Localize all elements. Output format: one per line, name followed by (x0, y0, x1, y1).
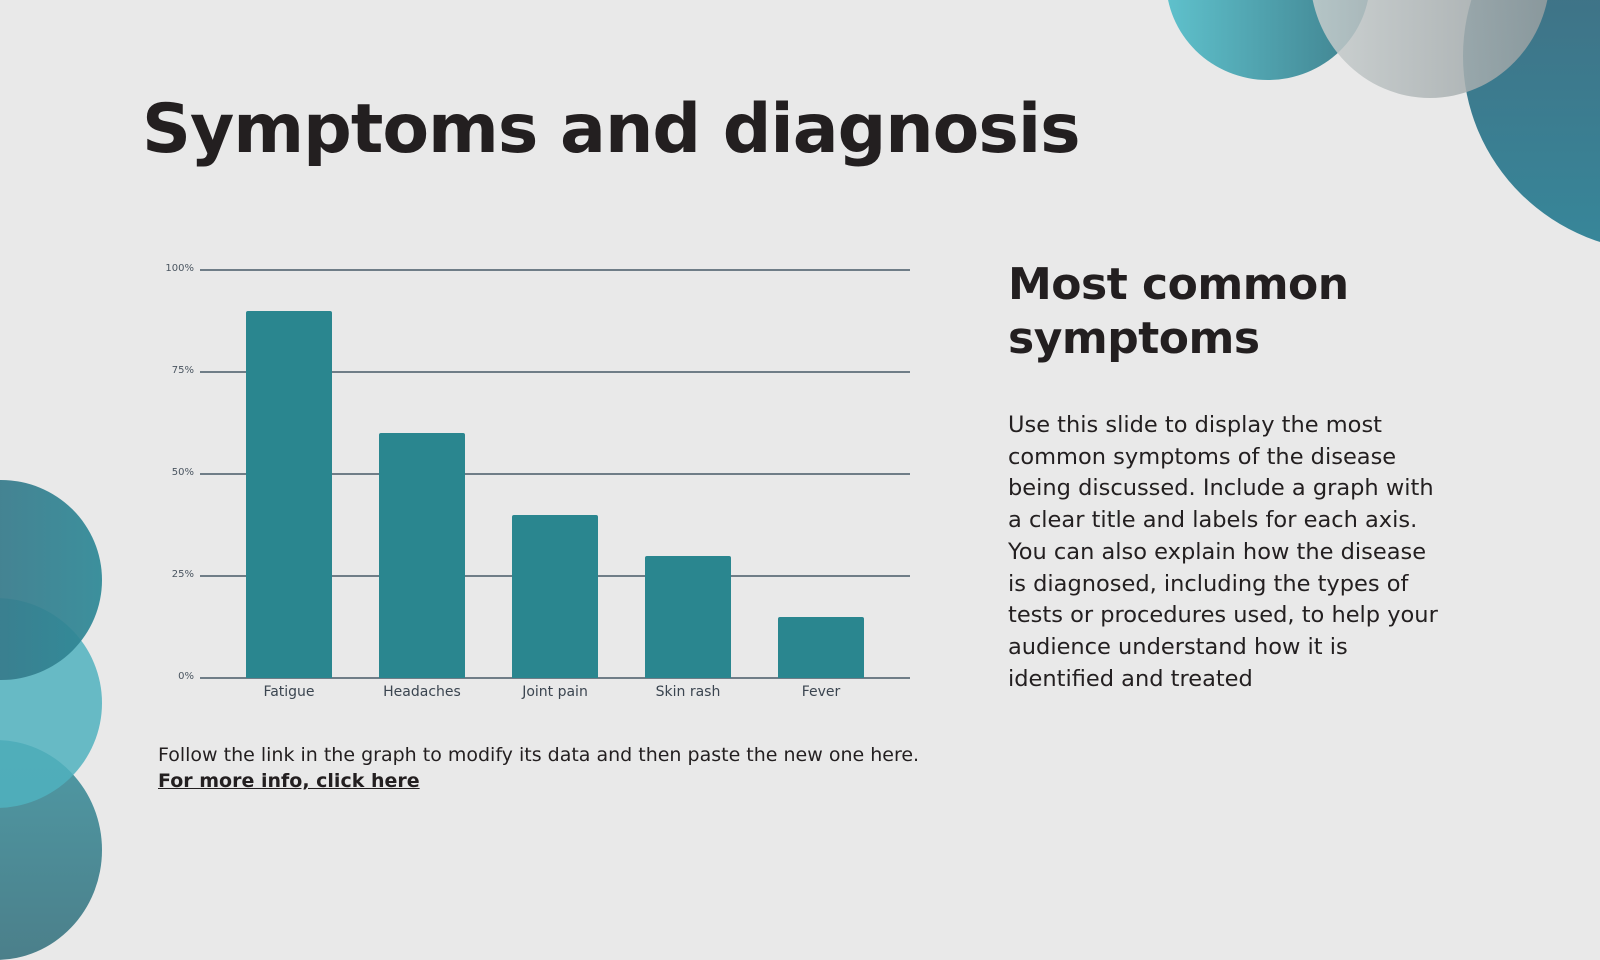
gridline-100 (200, 269, 910, 271)
bar-headaches (379, 433, 465, 678)
y-tick-0: 0% (178, 671, 194, 682)
description-paragraph: Use this slide to display the most commo… (1008, 412, 1438, 692)
section-heading-line1: Most common (1008, 259, 1349, 310)
x-label-fatigue: Fatigue (263, 684, 315, 700)
x-label-fever: Fever (801, 684, 841, 700)
bar-skin-rash (645, 555, 731, 678)
chart-caption: Follow the link in the graph to modify i… (158, 744, 920, 766)
gridline-75 (200, 371, 910, 373)
gridline-50 (200, 473, 910, 475)
more-info-link[interactable]: For more info, click here (158, 770, 420, 792)
bar-fatigue (246, 310, 332, 678)
y-tick-50: 50% (171, 467, 194, 478)
bar-chart[interactable]: 100% 75% 50% 25% 0% Fatigue Headaches Jo… (160, 258, 920, 708)
slide-title: Symptoms and diagnosis (142, 90, 1081, 169)
x-label-skin-rash: Skin rash (655, 684, 721, 700)
y-tick-75: 75% (171, 365, 194, 376)
bar-fever (778, 616, 864, 678)
x-label-joint-pain: Joint pain (522, 684, 588, 700)
y-tick-25: 25% (171, 569, 194, 580)
gridline-0 (200, 677, 910, 679)
y-tick-100: 100% (165, 263, 194, 274)
section-heading: Most common symptoms (1008, 258, 1428, 366)
section-heading-line2: symptoms (1008, 313, 1260, 364)
x-label-headaches: Headaches (383, 684, 461, 700)
bar-joint-pain (512, 514, 598, 678)
